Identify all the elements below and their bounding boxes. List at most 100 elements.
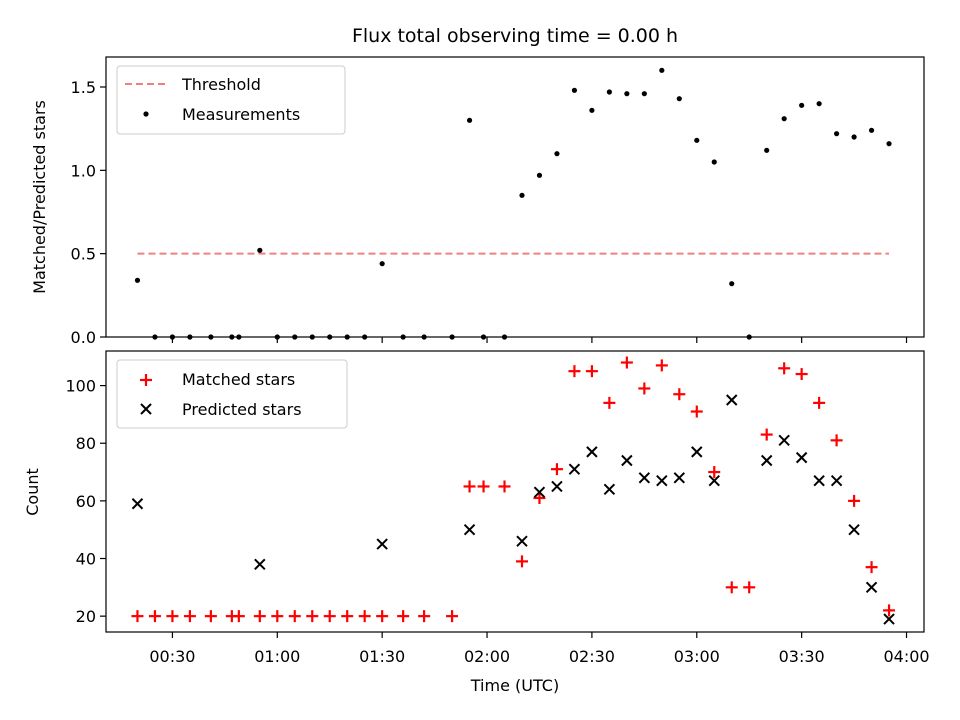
legend-matched-swatch xyxy=(140,374,152,386)
measurement-point xyxy=(208,334,214,340)
bottom-y-axis-label: Count xyxy=(23,468,42,516)
measurement-point xyxy=(449,334,455,340)
matched-star-point xyxy=(655,359,668,372)
measurement-point xyxy=(816,101,822,107)
top-y-tick-label: 0.0 xyxy=(71,328,96,347)
matched-star-point xyxy=(376,610,389,623)
bottom-y-tick-label: 60 xyxy=(76,492,96,511)
matched-star-point xyxy=(477,480,490,493)
measurement-point xyxy=(187,334,193,340)
predicted-star-point xyxy=(830,474,843,487)
measurement-point xyxy=(886,141,892,147)
measurement-point xyxy=(781,116,787,122)
measurement-point xyxy=(571,87,578,93)
bottom-y-tick-label: 20 xyxy=(76,607,96,626)
legend-predicted-swatch xyxy=(140,403,152,415)
measurement-point xyxy=(274,334,280,340)
predicted-star-point xyxy=(848,523,860,536)
bottom-x-ticks: 00:30 01:00 01:30 02:00 02:30 03:00 03:30 04:00 xyxy=(149,632,930,666)
bottom-legend-box xyxy=(116,359,348,429)
bottom-series xyxy=(131,356,896,625)
bottom-panel: 20 40 60 80 100 00:30 01:00 01:30 02:00 02:30 03:… xyxy=(23,350,930,695)
matched-star-point xyxy=(620,356,633,369)
measurement-point xyxy=(799,102,805,108)
matched-star-point xyxy=(463,480,476,493)
measurement-point xyxy=(466,117,473,123)
measurement-point xyxy=(421,334,427,340)
measurement-point xyxy=(624,91,630,97)
matched-star-point xyxy=(418,610,431,623)
matched-star-point xyxy=(690,405,703,418)
matched-star-point xyxy=(585,365,598,378)
top-x-ticks xyxy=(171,337,908,343)
top-y-tick-label: 1.0 xyxy=(71,161,96,180)
matched-star-point xyxy=(725,581,738,594)
top-series xyxy=(134,67,892,340)
x-tick-label: 00:30 xyxy=(149,647,195,666)
matched-star-point xyxy=(271,610,284,623)
top-y-tick-label: 1.5 xyxy=(71,78,96,97)
matched-star-point xyxy=(358,610,371,623)
measurement-point xyxy=(711,159,717,165)
matched-star-point xyxy=(288,610,301,623)
x-tick-label: 01:30 xyxy=(359,647,405,666)
predicted-star-point xyxy=(708,474,720,487)
matched-star-point xyxy=(253,610,266,623)
measurement-point xyxy=(536,172,543,178)
measurement-point xyxy=(400,334,406,340)
measurement-point xyxy=(152,334,158,340)
x-tick-label: 03:00 xyxy=(674,647,720,666)
measurement-point xyxy=(746,334,752,340)
matched-star-point xyxy=(813,396,826,409)
predicted-star-point xyxy=(691,446,703,458)
predicted-star-point xyxy=(673,472,686,484)
matched-star-point xyxy=(323,610,336,623)
legend-predicted-label: Predicted stars xyxy=(182,400,302,419)
predicted-star-point xyxy=(726,394,738,406)
measurement-point xyxy=(344,334,350,340)
matched-star-point xyxy=(515,555,528,568)
matched-star-point xyxy=(883,604,896,617)
top-axes-frame xyxy=(105,56,925,338)
matched-star-point xyxy=(306,610,319,623)
measurement-point xyxy=(236,334,242,340)
measurement-point xyxy=(501,334,508,340)
matched-star-point xyxy=(778,362,791,375)
predicted-star-point xyxy=(621,454,633,467)
matched-star-point xyxy=(760,428,773,441)
matched-star-point xyxy=(183,610,196,623)
matched-star-point xyxy=(603,396,616,409)
bottom-y-ticks: 20 40 60 80 100 xyxy=(65,377,106,626)
chart-title: Flux total observing time = 0.00 h xyxy=(352,25,678,47)
measurement-point xyxy=(480,334,487,340)
predicted-star-point xyxy=(865,581,878,594)
matched-star-point xyxy=(131,610,144,623)
measurement-point xyxy=(327,334,333,340)
predicted-star-point xyxy=(778,434,790,447)
measurement-point xyxy=(676,96,682,102)
predicted-star-point xyxy=(760,454,773,467)
matched-star-point xyxy=(446,610,459,623)
matched-star-point xyxy=(865,561,878,574)
matched-star-point xyxy=(498,480,511,493)
measurement-point xyxy=(379,261,385,267)
matched-star-point xyxy=(550,463,563,476)
matched-star-point xyxy=(533,491,546,504)
measurement-point xyxy=(659,67,665,73)
measurement-point xyxy=(169,334,176,340)
top-y-axis-label: Matched/Predicted stars xyxy=(30,100,49,294)
predicted-star-point xyxy=(883,613,895,625)
measurement-point xyxy=(257,247,263,253)
x-tick-label: 01:00 xyxy=(254,647,300,666)
matched-star-point xyxy=(148,610,161,623)
predicted-star-point xyxy=(533,486,546,498)
predicted-star-point xyxy=(795,451,808,464)
legend-measurements-label: Measurements xyxy=(182,105,300,124)
predicted-star-point xyxy=(813,474,825,487)
matched-star-point xyxy=(795,368,808,381)
measurement-point xyxy=(729,281,735,287)
predicted-star-point xyxy=(656,474,668,487)
predicted-star-point xyxy=(603,483,616,496)
matched-star-point xyxy=(341,610,354,623)
x-tick-label: 04:00 xyxy=(883,647,929,666)
